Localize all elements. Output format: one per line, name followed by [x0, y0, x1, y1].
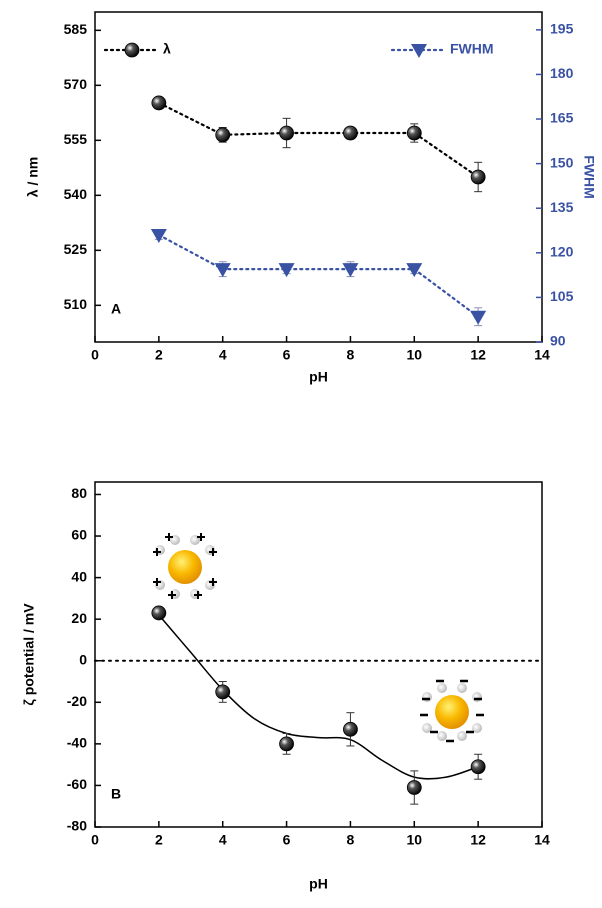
- marker: [214, 263, 231, 278]
- y2-tick-label: 120: [550, 244, 574, 260]
- x-tick-label: 10: [406, 347, 422, 363]
- x-tick-label: 10: [406, 832, 422, 848]
- legend-marker: [411, 44, 427, 58]
- y-tick-label: 40: [71, 568, 87, 584]
- y2-tick-label: 195: [550, 21, 574, 37]
- x-tick-label: 14: [534, 347, 550, 363]
- x-tick-label: 6: [283, 347, 291, 363]
- panel-label: A: [111, 301, 121, 317]
- x-tick-label: 8: [347, 347, 355, 363]
- inset-negative: [420, 679, 484, 743]
- y-tick-label: 525: [64, 241, 88, 257]
- x-tick-label: 4: [219, 347, 227, 363]
- x-axis-label: pH: [309, 369, 328, 385]
- marker: [406, 125, 422, 141]
- x-tick-label: 2: [155, 832, 163, 848]
- y-tick-label: 585: [64, 21, 88, 37]
- y-tick-label: 80: [71, 485, 87, 501]
- y-tick-label: -60: [67, 776, 87, 792]
- marker: [470, 169, 486, 185]
- panel-label: B: [111, 786, 121, 802]
- marker: [279, 736, 294, 752]
- marker: [406, 780, 422, 795]
- plot-frame: [94, 481, 543, 828]
- y2-tick-label: 90: [550, 333, 566, 349]
- legend-label: λ: [163, 41, 171, 57]
- y-tick-label: 570: [64, 76, 88, 92]
- marker: [342, 263, 359, 278]
- legend-label: FWHM: [450, 41, 494, 57]
- y-axis-label: ζ potential / mV: [21, 603, 37, 706]
- marker: [151, 95, 167, 111]
- y-tick-label: 540: [64, 186, 88, 202]
- x-tick-label: 12: [470, 832, 486, 848]
- plot-frame: [94, 11, 543, 343]
- y2-tick-label: 135: [550, 199, 574, 215]
- x-tick-label: 14: [534, 832, 550, 848]
- y-tick-label: 20: [71, 610, 87, 626]
- y-tick-label: -20: [67, 693, 87, 709]
- marker: [343, 721, 358, 737]
- y2-tick-label: 180: [550, 65, 574, 81]
- y-tick-label: -40: [67, 735, 87, 751]
- y2-axis-label: FWHM: [581, 155, 597, 199]
- marker: [279, 125, 294, 141]
- x-tick-label: 0: [91, 347, 99, 363]
- legend-marker: [124, 42, 140, 58]
- x-tick-label: 6: [283, 832, 291, 848]
- y-tick-label: -80: [67, 818, 87, 834]
- y2-tick-label: 165: [550, 110, 574, 126]
- marker: [470, 759, 486, 775]
- y2-tick-label: 105: [550, 288, 574, 304]
- x-tick-label: 4: [219, 832, 227, 848]
- marker: [151, 605, 167, 621]
- series-line: [157, 233, 480, 318]
- x-tick-label: 2: [155, 347, 163, 363]
- inset-positive: [153, 533, 217, 599]
- marker: [215, 684, 231, 700]
- y-tick-label: 0: [79, 651, 87, 667]
- y-tick-label: 555: [64, 131, 88, 147]
- fit-line: [158, 614, 479, 780]
- x-tick-label: 0: [91, 832, 99, 848]
- marker: [406, 263, 423, 278]
- marker: [470, 310, 487, 325]
- x-tick-label: 8: [347, 832, 355, 848]
- x-axis-label: pH: [309, 876, 328, 892]
- marker: [278, 263, 295, 278]
- marker: [215, 127, 231, 143]
- y2-tick-label: 150: [550, 154, 574, 170]
- y-axis-label: λ / nm: [25, 157, 41, 197]
- series-line: [157, 101, 480, 179]
- x-tick-label: 12: [470, 347, 486, 363]
- y-tick-label: 510: [64, 296, 88, 312]
- marker: [150, 228, 167, 243]
- y-tick-label: 60: [71, 527, 87, 543]
- marker: [343, 125, 358, 141]
